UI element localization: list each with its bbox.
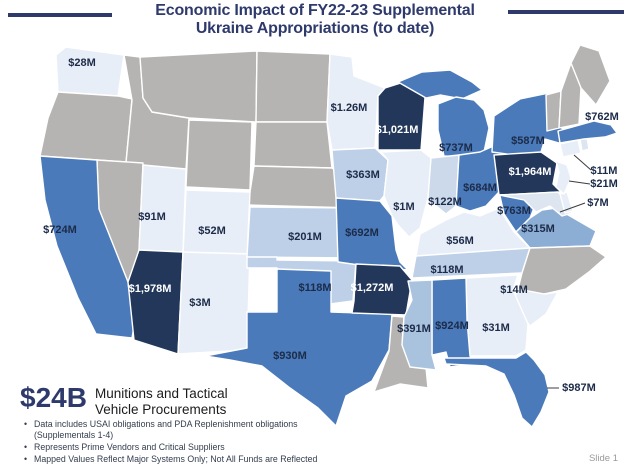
footnote-2: Represents Prime Vendors and Critical Su… xyxy=(24,442,324,453)
value-label-UT: $91M xyxy=(138,211,166,223)
value-label-NJ: $21M xyxy=(590,178,618,190)
state-WA xyxy=(55,46,125,97)
value-label-OH: $684M xyxy=(463,182,497,194)
value-label-WV: $763M xyxy=(497,205,531,217)
title-line-2: Ukraine Appropriations (to date) xyxy=(195,19,435,37)
value-label-MA: $762M xyxy=(585,111,619,123)
value-label-IA: $363M xyxy=(346,169,380,181)
summary-heading-line-1: Munitions and Tactical xyxy=(95,386,228,401)
state-MA xyxy=(557,120,618,144)
value-label-CA: $724M xyxy=(43,224,77,236)
summary-heading: Munitions and Tactical Vehicle Procureme… xyxy=(95,386,228,418)
state-MS xyxy=(401,279,437,371)
state-OR xyxy=(39,91,133,163)
state-MI xyxy=(437,96,490,159)
state-CO xyxy=(182,189,251,258)
state-CA xyxy=(39,155,135,339)
value-label-GA: $31M xyxy=(482,322,510,334)
leader-line-MD xyxy=(559,202,586,213)
state-FL xyxy=(443,351,550,428)
leader-line-NJ xyxy=(568,180,591,185)
state-SD xyxy=(253,121,333,169)
value-label-KS: $201M xyxy=(288,231,322,243)
state-UT xyxy=(138,164,187,253)
total-amount: $24B xyxy=(20,382,87,413)
state-MI-upper xyxy=(397,69,483,100)
state-ND xyxy=(255,50,331,123)
state-NC xyxy=(517,245,607,295)
slide-number: Slide 1 xyxy=(588,453,618,464)
title-rule-right xyxy=(508,10,624,14)
value-label-OK: $118M xyxy=(298,282,332,294)
value-label-SC: $14M xyxy=(500,284,528,296)
value-label-IN: $122M xyxy=(428,196,462,208)
value-label-CT: $11M xyxy=(590,165,618,177)
value-label-CO: $52M xyxy=(198,225,226,237)
value-label-TX: $930M xyxy=(273,350,307,362)
value-label-AL: $924M xyxy=(435,320,469,332)
footnotes: Data includes USAI obligations and PDA R… xyxy=(24,419,324,466)
value-label-TN: $118M xyxy=(430,264,464,276)
title-rule-left xyxy=(8,13,112,17)
value-label-MD: $7M xyxy=(587,197,609,209)
leader-line-CT xyxy=(573,154,592,171)
leader-lines xyxy=(547,154,592,389)
value-label-NY: $587M xyxy=(511,135,545,147)
value-label-IL: $1M xyxy=(393,201,415,213)
value-label-WA: $28M xyxy=(68,57,96,69)
footnote-1: Data includes USAI obligations and PDA R… xyxy=(24,419,324,441)
state-IL xyxy=(380,149,432,238)
title-line-1: Economic Impact of FY22-23 Supplemental xyxy=(155,2,475,19)
state-NH xyxy=(558,62,582,129)
state-WY xyxy=(185,119,253,191)
footnote-3: Mapped Values Reflect Major Systems Only… xyxy=(24,454,324,465)
value-label-MN: $1.26M xyxy=(330,102,368,114)
value-label-PA: $1,964M xyxy=(508,166,552,178)
value-label-AR: $1,272M xyxy=(350,282,394,294)
value-label-MO: $692M xyxy=(345,227,379,239)
value-label-KY: $56M xyxy=(446,235,474,247)
value-label-WI: $1,021M xyxy=(375,124,419,136)
value-label-MI: $737M xyxy=(439,142,473,154)
value-label-AZ: $1,978M xyxy=(128,283,172,295)
state-MO xyxy=(335,197,409,271)
state-AZ xyxy=(127,249,184,355)
value-label-FL: $987M xyxy=(562,382,596,394)
summary-heading-line-2: Vehicle Procurements xyxy=(95,402,227,418)
state-MT xyxy=(139,50,258,123)
slide-title: Economic Impact of FY22-23 Supplemental … xyxy=(0,2,630,38)
value-label-VA: $315M xyxy=(521,223,555,235)
state-NJ xyxy=(555,160,572,195)
value-label-MS: $391M xyxy=(397,323,431,335)
state-ME xyxy=(570,44,611,106)
value-label-NM: $3M xyxy=(189,297,211,309)
